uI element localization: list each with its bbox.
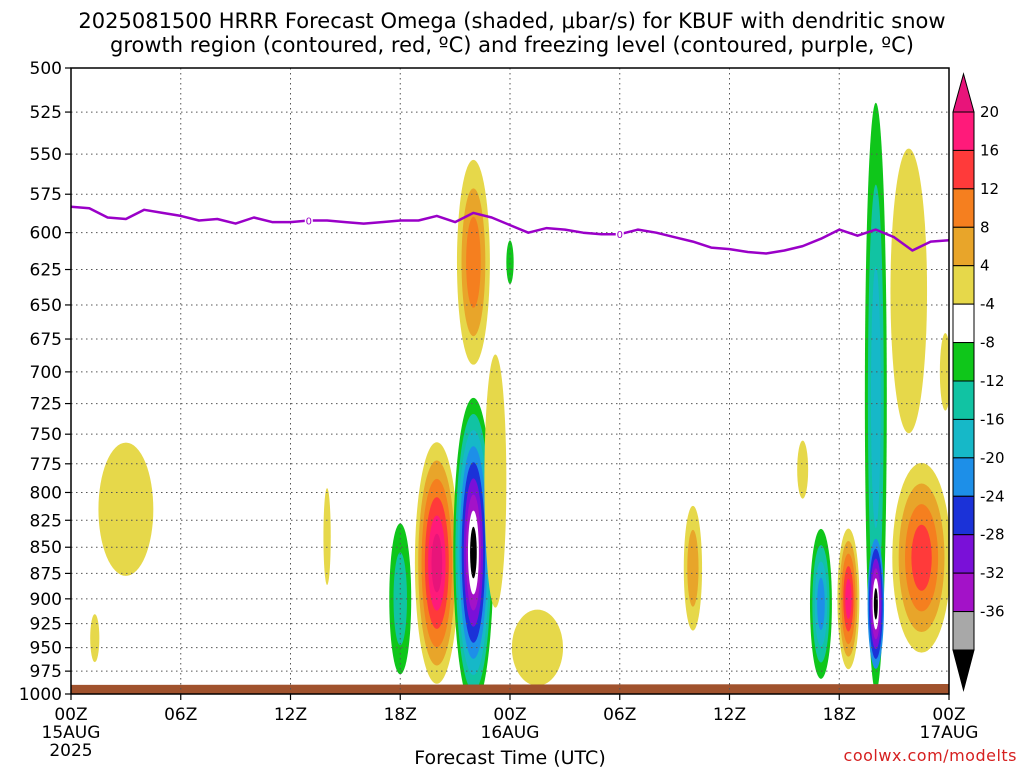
omega-region-17-level-3 [911, 524, 932, 591]
colorbar-label-13: -36 [980, 603, 1005, 621]
tick-label-x-1: 06Z [164, 705, 197, 725]
omega-region-1-level-0 [98, 442, 154, 576]
tick-label-y-850: 850 [30, 538, 62, 558]
tick-label-y-550: 550 [30, 145, 62, 165]
tick-label-y-875: 875 [30, 564, 62, 584]
credit-label: coolwx.com/modelts [844, 746, 1017, 765]
colorbar-label-5: -4 [980, 295, 995, 313]
tick-label-x-8: 00Z [932, 705, 965, 725]
freezing-label-0: 0 [306, 217, 312, 228]
colorbar-swatch-7 [952, 380, 975, 420]
freezing-label-bg-1 [615, 227, 624, 241]
tick-label-y-525: 525 [30, 103, 62, 123]
tick-label-y-975: 975 [30, 662, 62, 682]
colorbar-label-0: 20 [980, 103, 999, 121]
tick-label-y-775: 775 [30, 455, 62, 475]
tick-label-x-5: 06Z [603, 705, 636, 725]
colorbar-top-triangle [952, 72, 975, 113]
colorbar-swatch-1 [952, 149, 975, 190]
tick-label-y-650: 650 [30, 296, 62, 316]
tick-label-y-600: 600 [30, 224, 62, 244]
colorbar-label-4: 4 [980, 257, 990, 275]
colorbar-label-2: 12 [980, 180, 999, 198]
colorbar-swatch-9 [952, 457, 975, 497]
omega-region-13-level-4 [845, 578, 852, 619]
tick-label-x-7: 18Z [823, 705, 856, 725]
plot-area [71, 102, 949, 694]
colorbar-swatch-10 [952, 495, 975, 536]
tick-label-x-2: 12Z [274, 705, 307, 725]
tick-label-y-675: 675 [30, 330, 62, 350]
tick-label-x-0: 00Z [54, 705, 87, 725]
tick-year-x-0: 2025 [49, 741, 92, 761]
omega-region-7-level-0 [484, 354, 507, 608]
colorbar-label-6: -8 [980, 334, 995, 352]
tick-label-y-800: 800 [30, 483, 62, 503]
colorbar-label-3: 8 [980, 218, 990, 236]
colorbar-swatch-6 [952, 342, 975, 382]
tick-label-y-575: 575 [30, 185, 62, 205]
colorbar-swatch-11 [952, 534, 975, 574]
omega-region-12-level-3 [817, 577, 825, 630]
freezing-level-contour: 00 [71, 205, 949, 255]
tick-label-y-625: 625 [30, 261, 62, 281]
tick-label-y-750: 750 [30, 425, 62, 445]
colorbar-label-1: 16 [980, 141, 999, 159]
freezing-level-line [71, 205, 949, 255]
tick-label-y-1000: 1000 [19, 685, 62, 705]
tick-label-y-900: 900 [30, 590, 62, 610]
tick-label-x-3: 18Z [384, 705, 417, 725]
omega-region-10-level-1 [687, 529, 699, 607]
colorbar-label-8: -16 [980, 410, 1005, 428]
omega-region-11-level-0 [797, 440, 809, 499]
tick-label-y-700: 700 [30, 363, 62, 383]
colorbar-swatch-4 [952, 265, 975, 305]
omega-region-4-level-5 [431, 533, 443, 593]
freezing-label-1: 0 [617, 230, 623, 241]
colorbar: 20 16 12 8 4 -4 -8 -12 -16 -20 -24 -28 -32 -36 [952, 72, 1005, 692]
colorbar-label-9: -20 [980, 449, 1005, 467]
grid-lines [71, 67, 949, 695]
y-axis: 500 525 550 575 600 625 650 675 700 725 750 775 800 8… [19, 59, 71, 705]
tick-date-x-4: 16AUG [481, 723, 540, 743]
omega-region-5-level-8 [470, 526, 477, 579]
omega-region-6-level-2 [466, 216, 481, 308]
colorbar-swatch-0 [952, 111, 975, 151]
chart-title-line-2: growth region (contoured, red, ºC) and f… [110, 33, 914, 57]
tick-label-y-825: 825 [30, 511, 62, 531]
tick-label-x-4: 00Z [493, 705, 526, 725]
tick-label-y-925: 925 [30, 615, 62, 635]
omega-region-18-level-0 [939, 333, 949, 411]
x-axis-title: Forecast Time (UTC) [414, 747, 605, 768]
colorbar-swatch-3 [952, 226, 975, 267]
colorbar-bottom-triangle [952, 649, 975, 692]
chart-title-line-1: 2025081500 HRRR Forecast Omega (shaded, … [78, 9, 945, 33]
omega-region-8-level-0 [506, 240, 514, 285]
colorbar-swatch-2 [952, 188, 975, 228]
tick-label-y-950: 950 [30, 639, 62, 659]
colorbar-label-7: -12 [980, 372, 1005, 390]
colorbar-label-12: -32 [980, 564, 1005, 582]
omega-region-14-level-2 [870, 266, 881, 529]
freezing-label-bg-0 [304, 213, 313, 227]
colorbar-swatch-13 [952, 611, 975, 651]
omega-region-0-level-0 [90, 614, 100, 663]
colorbar-swatch-12 [952, 572, 975, 613]
colorbar-swatch-5 [952, 303, 975, 344]
tick-date-x-0: 15AUG [42, 723, 101, 743]
colorbar-swatch-8 [952, 418, 975, 459]
tick-label-x-6: 12Z [713, 705, 746, 725]
tick-label-y-725: 725 [30, 395, 62, 415]
tick-date-x-8: 17AUG [920, 723, 979, 743]
omega-region-16-level-0 [890, 148, 928, 434]
colorbar-label-11: -28 [980, 526, 1005, 544]
tick-label-y-500: 500 [30, 59, 62, 79]
omega-region-15-level-5 [873, 588, 878, 620]
omega-region-2-level-0 [323, 488, 331, 585]
colorbar-label-10: -24 [980, 487, 1005, 505]
